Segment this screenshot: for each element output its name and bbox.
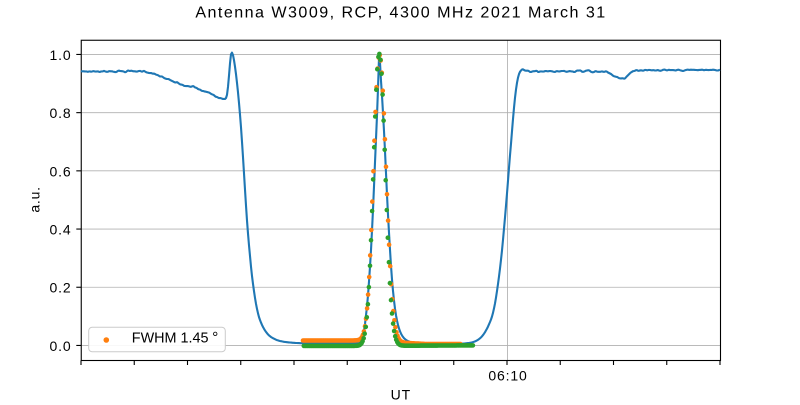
svg-text:1.0: 1.0 <box>49 47 71 63</box>
svg-text:UT: UT <box>391 387 411 400</box>
svg-text:0.4: 0.4 <box>49 222 71 238</box>
svg-text:0.0: 0.0 <box>49 338 71 354</box>
svg-text:0.6: 0.6 <box>49 163 71 179</box>
svg-text:Antenna W3009, RCP, 4300 MHz 2: Antenna W3009, RCP, 4300 MHz 2021 March … <box>195 3 606 21</box>
svg-text:FWHM 1.45°: FWHM 1.45 ° <box>132 330 218 347</box>
svg-text:a.u.: a.u. <box>26 186 42 213</box>
svg-text:0.8: 0.8 <box>49 105 71 121</box>
svg-text:06:10: 06:10 <box>488 368 527 384</box>
svg-text:0.2: 0.2 <box>49 280 71 296</box>
